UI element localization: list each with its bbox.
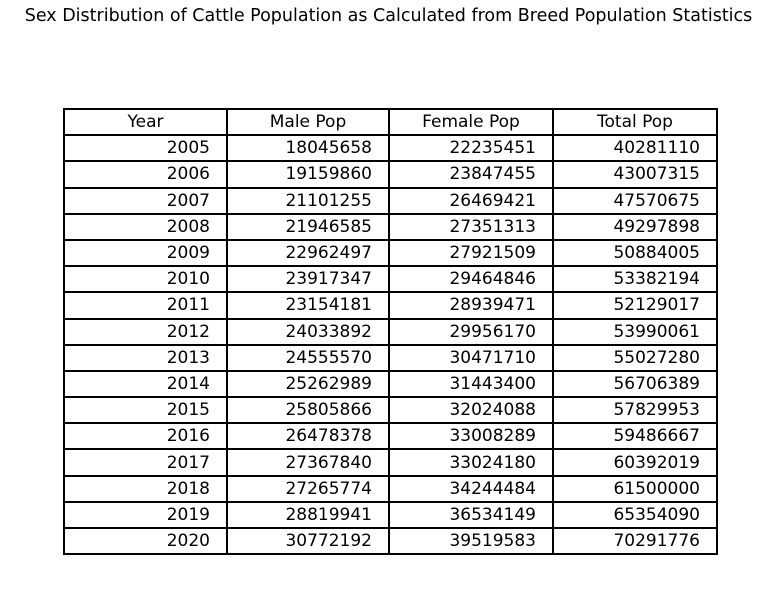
year-cell: 2006 <box>63 160 228 189</box>
table-row: 2013 24555570 30471710 55027280 <box>63 343 718 372</box>
total-pop-cell: 47570675 <box>552 186 718 215</box>
male-pop-cell: 21101255 <box>226 186 390 215</box>
year-cell: 2008 <box>63 212 228 241</box>
total-pop-cell: 53990061 <box>552 317 718 346</box>
male-pop-cell: 27367840 <box>226 448 390 477</box>
table-row: 2012 24033892 29956170 53990061 <box>63 317 718 346</box>
column-header-total-pop: Total Pop <box>552 107 718 137</box>
table-row: 2014 25262989 31443400 56706389 <box>63 369 718 399</box>
female-pop-cell: 26469421 <box>388 186 554 215</box>
female-pop-cell: 29956170 <box>388 317 554 346</box>
female-pop-cell: 28939471 <box>388 291 554 320</box>
total-pop-cell: 52129017 <box>552 291 718 320</box>
female-pop-cell: 33024180 <box>388 448 554 477</box>
table-row: 2007 21101255 26469421 47570675 <box>63 186 718 215</box>
female-pop-cell: 23847455 <box>388 160 554 189</box>
table-body: 2005 18045658 22235451 40281110 2006 19159860… <box>63 134 718 556</box>
total-pop-cell: 61500000 <box>552 474 718 503</box>
column-header-male-pop: Male Pop <box>226 107 390 137</box>
year-cell: 2013 <box>63 343 228 372</box>
male-pop-cell: 22962497 <box>226 238 390 268</box>
year-cell: 2018 <box>63 474 228 503</box>
female-pop-cell: 34244484 <box>388 474 554 503</box>
table-row: 2011 23154181 28939471 52129017 <box>63 291 718 320</box>
female-pop-cell: 27921509 <box>388 238 554 268</box>
column-header-year: Year <box>63 107 228 137</box>
total-pop-cell: 70291776 <box>552 526 718 556</box>
year-cell: 2010 <box>63 265 228 294</box>
female-pop-cell: 27351313 <box>388 212 554 241</box>
table-row: 2010 23917347 29464846 53382194 <box>63 265 718 294</box>
year-cell: 2015 <box>63 396 228 425</box>
year-cell: 2009 <box>63 238 228 268</box>
male-pop-cell: 19159860 <box>226 160 390 189</box>
year-cell: 2019 <box>63 500 228 530</box>
year-cell: 2005 <box>63 134 228 163</box>
year-cell: 2012 <box>63 317 228 346</box>
female-pop-cell: 32024088 <box>388 396 554 425</box>
female-pop-cell: 39519583 <box>388 526 554 556</box>
table-row: 2018 27265774 34244484 61500000 <box>63 474 718 503</box>
column-header-female-pop: Female Pop <box>388 107 554 137</box>
male-pop-cell: 26478378 <box>226 422 390 451</box>
female-pop-cell: 31443400 <box>388 369 554 399</box>
year-cell: 2007 <box>63 186 228 215</box>
total-pop-cell: 57829953 <box>552 396 718 425</box>
total-pop-cell: 60392019 <box>552 448 718 477</box>
male-pop-cell: 27265774 <box>226 474 390 503</box>
table-row: 2009 22962497 27921509 50884005 <box>63 238 718 268</box>
male-pop-cell: 23917347 <box>226 265 390 294</box>
year-cell: 2020 <box>63 526 228 556</box>
total-pop-cell: 50884005 <box>552 238 718 268</box>
total-pop-cell: 40281110 <box>552 134 718 163</box>
total-pop-cell: 56706389 <box>552 369 718 399</box>
total-pop-cell: 43007315 <box>552 160 718 189</box>
male-pop-cell: 25262989 <box>226 369 390 399</box>
female-pop-cell: 36534149 <box>388 500 554 530</box>
table-row: 2016 26478378 33008289 59486667 <box>63 422 718 451</box>
year-cell: 2016 <box>63 422 228 451</box>
male-pop-cell: 25805866 <box>226 396 390 425</box>
header-row: Year Male Pop Female Pop Total Pop <box>63 107 718 137</box>
male-pop-cell: 24555570 <box>226 343 390 372</box>
female-pop-cell: 22235451 <box>388 134 554 163</box>
table-row: 2020 30772192 39519583 70291776 <box>63 526 718 556</box>
table-row: 2008 21946585 27351313 49297898 <box>63 212 718 241</box>
male-pop-cell: 28819941 <box>226 500 390 530</box>
female-pop-cell: 30471710 <box>388 343 554 372</box>
male-pop-cell: 21946585 <box>226 212 390 241</box>
male-pop-cell: 23154181 <box>226 291 390 320</box>
female-pop-cell: 29464846 <box>388 265 554 294</box>
year-cell: 2014 <box>63 369 228 399</box>
year-cell: 2017 <box>63 448 228 477</box>
total-pop-cell: 55027280 <box>552 343 718 372</box>
table-row: 2017 27367840 33024180 60392019 <box>63 448 718 477</box>
table-row: 2006 19159860 23847455 43007315 <box>63 160 718 189</box>
female-pop-cell: 33008289 <box>388 422 554 451</box>
total-pop-cell: 53382194 <box>552 265 718 294</box>
male-pop-cell: 24033892 <box>226 317 390 346</box>
chart-title: Sex Distribution of Cattle Population as… <box>24 6 753 26</box>
year-cell: 2011 <box>63 291 228 320</box>
data-table: Year Male Pop Female Pop Total Pop 2005 1… <box>63 107 718 556</box>
table-row: 2015 25805866 32024088 57829953 <box>63 396 718 425</box>
total-pop-cell: 59486667 <box>552 422 718 451</box>
table-row: 2019 28819941 36534149 65354090 <box>63 500 718 530</box>
table-row: 2005 18045658 22235451 40281110 <box>63 134 718 163</box>
male-pop-cell: 30772192 <box>226 526 390 556</box>
total-pop-cell: 49297898 <box>552 212 718 241</box>
total-pop-cell: 65354090 <box>552 500 718 530</box>
male-pop-cell: 18045658 <box>226 134 390 163</box>
